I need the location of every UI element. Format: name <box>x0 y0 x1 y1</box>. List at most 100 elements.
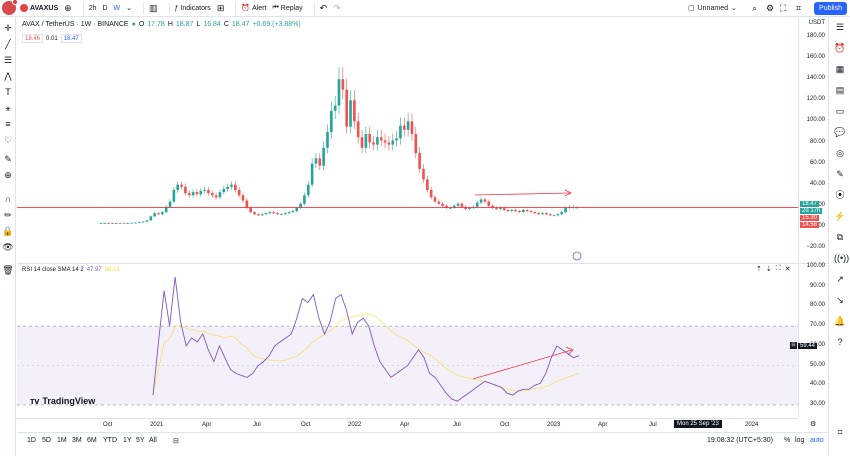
alert-button[interactable]: ⏰ Alert <box>241 4 266 13</box>
quick-search-icon[interactable]: ⌕ <box>752 2 758 13</box>
indicators-button[interactable]: ƒ Indicators <box>175 5 211 12</box>
candle-body <box>245 200 249 208</box>
fib-retracement-icon[interactable]: ☰ <box>3 55 13 65</box>
stay-in-drawing-icon[interactable]: ✏ <box>4 210 12 220</box>
broadcast-icon[interactable]: ((•)) <box>834 253 850 263</box>
rsi-tick: 70.00 <box>809 322 825 329</box>
chat-icon[interactable]: 💬 <box>834 127 846 137</box>
stream-icon[interactable]: ⦿ <box>835 190 845 200</box>
undo-icon[interactable]: ↶ <box>319 2 328 13</box>
price-tick: −20.00 <box>806 244 825 250</box>
dom-icon[interactable]: ⌗ <box>837 427 843 437</box>
candle-body <box>560 212 564 215</box>
trash-icon[interactable]: 🗑 <box>2 265 14 275</box>
range-button[interactable]: 3M <box>72 437 82 444</box>
interval-2h[interactable]: 2h <box>88 4 97 12</box>
sell-price-button[interactable]: 18.46 <box>22 34 44 43</box>
zoom-in-icon[interactable]: ⊕ <box>4 170 12 180</box>
range-button[interactable]: 1Y <box>123 437 132 444</box>
interval-w[interactable]: W <box>113 4 121 12</box>
auto-toggle[interactable]: auto <box>810 437 824 444</box>
pane-close-icon[interactable]: ✕ <box>784 266 791 273</box>
layers-icon[interactable]: ⧉ <box>836 232 844 242</box>
goto-date-icon[interactable]: ⊟ <box>173 438 179 445</box>
tradingview-logo[interactable]: ᴛᴠ TradingView <box>30 396 95 406</box>
candle-body <box>326 131 329 148</box>
rsi-title[interactable]: RSI 14 close SMA 14 2 <box>22 267 84 273</box>
pattern-icon[interactable]: ⋀ <box>4 71 12 81</box>
candle-body <box>126 223 130 224</box>
pane-maximize-icon[interactable]: ⛶ <box>775 265 781 272</box>
rsi-chart[interactable] <box>17 264 798 418</box>
watchlist-icon[interactable]: ☰ <box>835 22 845 32</box>
range-button[interactable]: 5D <box>42 437 51 444</box>
currency-label[interactable]: USDT <box>808 20 825 26</box>
compare-symbol-icon[interactable]: ⊕ <box>64 2 72 13</box>
interval-dropdown-icon[interactable]: ⌄ <box>126 5 133 12</box>
help-icon[interactable]: ? <box>837 337 843 347</box>
lock-icon[interactable]: 🔒 <box>2 226 14 236</box>
avatar[interactable] <box>2 0 18 15</box>
eye-icon[interactable]: 👁 <box>2 242 14 252</box>
rsi-label-icon: ⊟ <box>790 342 797 349</box>
range-button[interactable]: All <box>149 437 157 444</box>
notification-bell-icon[interactable]: 🔔 <box>834 316 846 326</box>
price-tick: 100.00 <box>806 117 825 124</box>
fullscreen-icon[interactable]: ⛶ <box>780 2 787 13</box>
target-icon[interactable]: ◎ <box>836 148 844 158</box>
candle-body <box>187 193 191 196</box>
trend-down-icon[interactable]: ↘ <box>836 295 844 305</box>
publish-button[interactable]: Publish <box>814 2 847 15</box>
brush-icon[interactable]: ✎ <box>4 154 12 164</box>
rsi-axis[interactable]: 100.00 90.00 80.00 70.00 60.00 50.00 40.00 30.0… <box>790 263 828 418</box>
pane-up-icon[interactable]: ⇡ <box>756 266 762 273</box>
text-tool-icon[interactable]: T <box>5 87 11 97</box>
time-tick: 2023 <box>547 422 561 428</box>
range-button[interactable]: YTD <box>103 437 117 444</box>
symbol-search-button[interactable]: AVAXUS <box>20 4 58 12</box>
price-axis[interactable]: USDT 180.00 160.00 140.00 120.00 100.00 80.00… <box>798 18 828 263</box>
time-tick: Jul <box>253 422 261 428</box>
settings-gear-icon[interactable]: ⚙ <box>766 2 775 13</box>
replay-button[interactable]: ⏮ Replay <box>272 4 302 12</box>
hotlist-icon[interactable]: ⚡ <box>834 211 846 221</box>
scroll-settings-icon[interactable]: ⚙ <box>810 421 817 428</box>
price-chart[interactable] <box>17 18 798 263</box>
range-button[interactable]: 5Y <box>136 437 145 444</box>
ruler-icon[interactable]: ≡ <box>5 119 11 129</box>
snapshot-camera-icon[interactable]: ⌗ <box>796 2 802 13</box>
prediction-icon[interactable]: ⚹ <box>5 103 11 113</box>
candle-body <box>161 212 164 215</box>
clock-time[interactable]: 19:08:32 (UTC+5:30) <box>707 437 773 444</box>
crosshair-icon[interactable]: ✛ <box>4 23 12 33</box>
redo-icon[interactable]: ↷ <box>333 2 341 13</box>
heart-icon[interactable]: ♡ <box>3 135 13 145</box>
interval-d[interactable]: D <box>102 4 108 12</box>
symbol-title[interactable]: AVAX / TetherUS · 1W · BINANCE <box>22 21 129 28</box>
layout-button[interactable]: ▢ Unnamed ⌄ <box>688 4 737 13</box>
calendar-icon[interactable]: ▭ <box>835 106 845 116</box>
pane-down-icon[interactable]: ⇣ <box>765 266 772 273</box>
log-toggle[interactable]: log <box>795 437 805 444</box>
candle-body <box>111 222 114 224</box>
magnet-icon[interactable]: ∩ <box>4 194 12 204</box>
trend-line-icon[interactable]: ╱ <box>5 39 11 49</box>
range-button[interactable]: 1M <box>57 437 67 444</box>
divider <box>235 2 237 14</box>
chart-type-icon[interactable]: ▥ <box>149 2 158 13</box>
data-window-icon[interactable]: ▦ <box>835 64 845 74</box>
buy-price-button[interactable]: 18.47 <box>60 34 82 43</box>
news-icon[interactable]: ▤ <box>835 85 845 95</box>
range-button[interactable]: 1D <box>27 437 36 444</box>
alerts-clock-icon[interactable]: ⏰ <box>834 43 846 53</box>
time-axis[interactable]: Oct 2021 Apr Jul Oct 2022 Apr Jul Oct 2023 Apr Jul 2… <box>17 418 798 431</box>
trend-up-icon[interactable]: ↗ <box>836 274 844 284</box>
pane-divider[interactable] <box>17 263 828 264</box>
ideas-icon[interactable]: ✎ <box>836 169 844 179</box>
range-button[interactable]: 6M <box>87 437 97 444</box>
candle-body <box>107 223 110 224</box>
l-value: 16.84 <box>203 21 221 28</box>
percent-toggle[interactable]: % <box>784 437 791 444</box>
rsi-legend: RSI 14 close SMA 14 2 47.97 50.13 <box>22 267 120 273</box>
templates-icon[interactable]: ⊞ <box>216 2 225 13</box>
